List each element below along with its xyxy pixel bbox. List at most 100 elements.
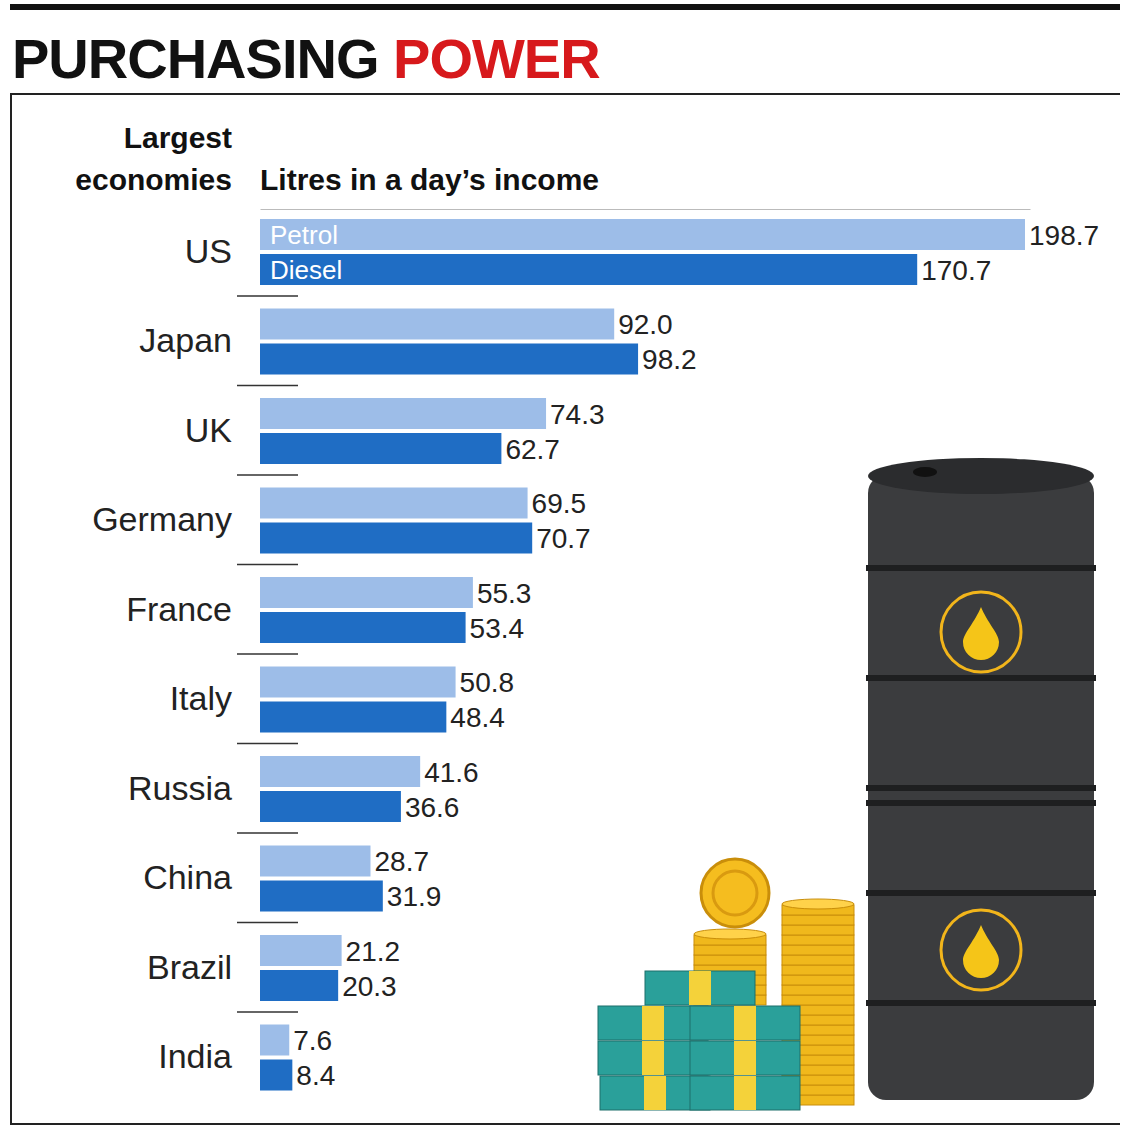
- coin: [782, 965, 854, 975]
- data-label: 62.7: [505, 434, 560, 465]
- category-label: Russia: [128, 769, 232, 807]
- category-label: Japan: [139, 321, 232, 359]
- barrel-top: [868, 458, 1094, 494]
- coin: [694, 945, 766, 955]
- coin: [694, 955, 766, 965]
- coin: [782, 945, 854, 955]
- data-label: 50.8: [460, 667, 514, 698]
- data-label: 69.5: [532, 488, 587, 519]
- bar: [260, 309, 614, 340]
- divider: [237, 1011, 298, 1013]
- data-label: 198.7: [1029, 220, 1099, 251]
- bar: [260, 881, 383, 912]
- divider: [237, 922, 298, 924]
- cash: [690, 1006, 800, 1040]
- data-label: 98.2: [642, 344, 697, 375]
- bar: [260, 846, 370, 877]
- cash-band: [642, 1041, 664, 1075]
- bar: [260, 756, 420, 787]
- cash-band: [644, 1076, 666, 1110]
- data-label: 74.3: [550, 399, 605, 430]
- bars: [260, 219, 1025, 1091]
- data-label: 21.2: [346, 936, 401, 967]
- coin: [782, 995, 854, 1005]
- bar: [260, 1060, 292, 1091]
- cash-band: [689, 971, 711, 1005]
- barrel-rib: [866, 800, 1096, 806]
- labels: 198.792.074.369.555.350.841.628.721.27.6…: [270, 220, 1099, 1091]
- legend-entry: Diesel: [270, 255, 342, 285]
- bar: [260, 1025, 289, 1056]
- top-rule: [10, 4, 1120, 10]
- y-tick: Germany: [92, 500, 232, 538]
- drop: [963, 925, 999, 978]
- category-label: UK: [185, 411, 233, 449]
- coin: [782, 925, 854, 935]
- y-axis-title-line: Largest: [124, 121, 232, 154]
- chart: PURCHASING POWER Largest economies Litres i…: [0, 0, 1128, 1130]
- y-tick: Japan: [139, 321, 232, 359]
- bar: [260, 398, 546, 429]
- cash: [645, 971, 755, 1005]
- bar: [260, 254, 917, 285]
- category-label: China: [143, 858, 232, 896]
- title-word: POWER: [378, 27, 600, 90]
- y-tick: Italy: [170, 679, 232, 717]
- y-tick: US: [185, 232, 232, 270]
- cash-band: [734, 1006, 756, 1040]
- y-tick: UK: [185, 411, 233, 449]
- category-label: India: [158, 1037, 232, 1075]
- drop-ring: [941, 910, 1021, 990]
- y-axis: USJapanUKGermanyFranceItalyRussiaChinaBr…: [92, 232, 232, 1076]
- y-axis-title-line: economies: [75, 163, 232, 196]
- legend-entry: Petrol: [270, 220, 338, 250]
- drop: [963, 607, 999, 660]
- cash: [690, 1076, 800, 1110]
- x-axis-line: [261, 209, 1031, 210]
- divider: [237, 295, 298, 297]
- bar: [260, 667, 456, 698]
- bar: [260, 523, 532, 554]
- category-label: Italy: [170, 679, 232, 717]
- coin-top: [782, 899, 854, 909]
- y-tick: India: [158, 1037, 232, 1075]
- drop-ring: [941, 592, 1021, 672]
- data-label: 41.6: [424, 757, 479, 788]
- data-label: 8.4: [296, 1060, 335, 1091]
- data-label: 36.6: [405, 792, 460, 823]
- illustration: [598, 458, 1096, 1110]
- bar: [260, 935, 342, 966]
- data-label: 48.4: [450, 702, 505, 733]
- x-axis-title: Litres in a day’s income: [260, 163, 599, 196]
- divider: [237, 564, 298, 566]
- category-label: US: [185, 232, 232, 270]
- coin: [782, 985, 854, 995]
- coin: [782, 955, 854, 965]
- data-label: 170.7: [921, 255, 991, 286]
- bar: [260, 791, 401, 822]
- coin-ring: [713, 871, 757, 915]
- y-tick: Russia: [128, 769, 232, 807]
- bar: [260, 970, 338, 1001]
- coin: [782, 915, 854, 925]
- bar: [260, 577, 473, 608]
- data-label: 92.0: [618, 309, 673, 340]
- barrel-rib: [866, 785, 1096, 791]
- data-label: 55.3: [477, 578, 532, 609]
- bar: [260, 344, 638, 375]
- cash-band: [734, 1076, 756, 1110]
- coin: [782, 975, 854, 985]
- title-word: PURCHASING: [12, 27, 378, 90]
- barrel-rib: [866, 565, 1096, 571]
- y-tick: China: [143, 858, 232, 896]
- x-axis: [261, 209, 1031, 210]
- data-label: 28.7: [374, 846, 429, 877]
- barrel-rib: [866, 890, 1096, 896]
- bar: [260, 219, 1025, 250]
- category-label: Germany: [92, 500, 232, 538]
- bar: [260, 433, 501, 464]
- data-label: 70.7: [536, 523, 591, 554]
- title: PURCHASING POWER: [12, 27, 600, 90]
- data-label: 31.9: [387, 881, 442, 912]
- data-label: 53.4: [470, 613, 524, 644]
